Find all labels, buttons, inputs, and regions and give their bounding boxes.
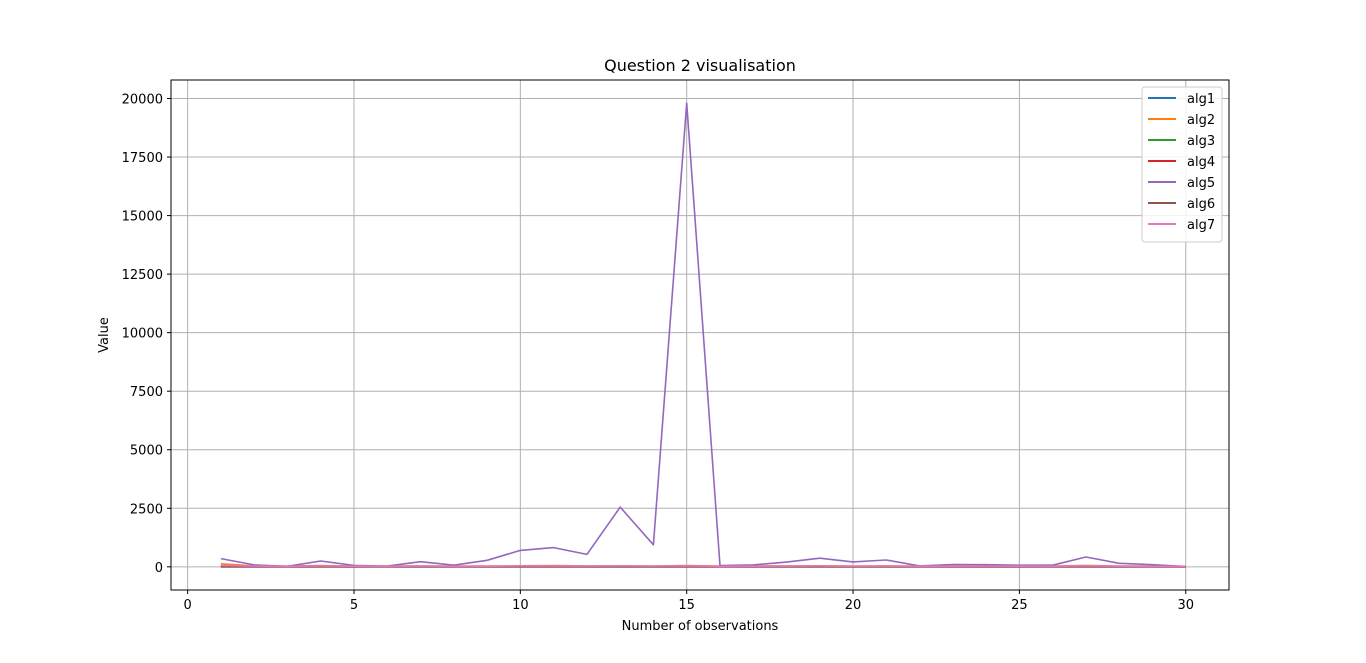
series-line-alg7 [220, 564, 1186, 568]
legend-label: alg1 [1187, 92, 1215, 107]
y-tick-label: 0 [155, 561, 163, 576]
x-tick-label: 20 [845, 598, 862, 613]
y-tick-label: 15000 [122, 210, 163, 225]
y-tick-label: 12500 [122, 268, 163, 283]
legend: alg1 alg2 alg3 alg4 alg5 alg6 alg7 [1141, 86, 1223, 243]
y-tick-label: 2500 [130, 502, 163, 517]
legend-label: alg2 [1187, 113, 1215, 128]
y-tick-label: 7500 [130, 385, 163, 400]
chart-title: Question 2 visualisation [604, 56, 796, 75]
y-tick-label: 17500 [122, 151, 163, 166]
legend-label: alg4 [1187, 155, 1215, 170]
y-tick-label: 5000 [130, 444, 163, 459]
x-axis-title: Number of observations [622, 619, 779, 634]
legend-label: alg3 [1187, 134, 1215, 149]
y-tick-label: 20000 [122, 92, 163, 107]
x-tick-label: 10 [512, 598, 529, 613]
x-tick-label: 30 [1177, 598, 1194, 613]
x-tick-label: 25 [1011, 598, 1028, 613]
legend-label: alg7 [1187, 218, 1215, 233]
series-lines [220, 102, 1186, 568]
plot-frame [170, 79, 1230, 591]
axis-ticks: 0 5 10 15 20 25 30 0 2500 5000 7500 10000 12500 15000… [122, 92, 1194, 613]
y-tick-label: 10000 [122, 327, 163, 342]
x-tick-label: 0 [183, 598, 191, 613]
y-axis-title: Value [97, 317, 112, 353]
x-tick-label: 15 [678, 598, 695, 613]
x-tick-label: 5 [350, 598, 358, 613]
legend-label: alg5 [1187, 176, 1215, 191]
legend-label: alg6 [1187, 197, 1215, 212]
